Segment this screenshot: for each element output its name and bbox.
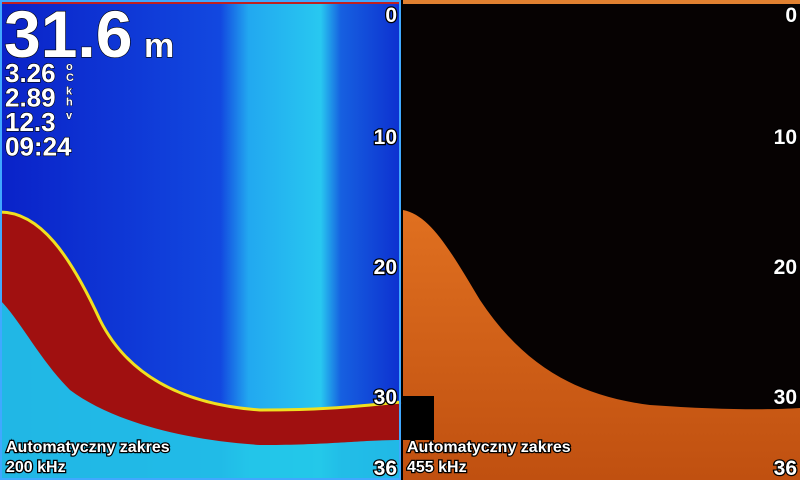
range-mode: Automatyczny zakres [6, 439, 170, 456]
readout-unit: C [66, 72, 74, 84]
left-panel [0, 0, 402, 480]
right-panel [403, 0, 800, 480]
readout-value: 3.26 [5, 58, 56, 88]
depth-scales: 0 10 20 30 36 0 10 20 30 36 [372, 3, 798, 480]
frequency: 200 kHz [6, 459, 66, 476]
depth-tick-label: 30 [374, 386, 397, 409]
depth-tick-label: 36 [374, 457, 397, 480]
surface-line [403, 0, 800, 4]
range-mode: Automatyczny zakres [407, 439, 571, 456]
depth-tick-label: 30 [774, 386, 797, 409]
readout-value: 2.89 [5, 83, 56, 113]
depth-tick-label: 10 [774, 126, 797, 149]
depth-tick-label: 10 [374, 126, 397, 149]
depth-tick-label: 0 [385, 4, 397, 27]
readout-unit: h [66, 97, 73, 109]
readout-value: 09:24 [5, 132, 72, 162]
depth-tick-label: 20 [774, 256, 797, 279]
readout-unit: k [66, 86, 73, 98]
depth-value: 31.6 [4, 0, 132, 71]
bottom-edge [0, 210, 402, 412]
depth-tick-label: 36 [774, 457, 797, 480]
bottom-echo [403, 210, 800, 480]
readout-unit: o [66, 61, 73, 73]
depth-tick-label: 20 [374, 256, 397, 279]
readout-value: 12.3 [5, 107, 56, 137]
bottom-echo [0, 212, 401, 445]
depth-unit: m [144, 27, 174, 65]
bottom-block [403, 396, 434, 440]
readout-unit: v [66, 110, 73, 122]
active-border [0, 0, 401, 480]
depth-tick-label: 0 [785, 4, 797, 27]
readout-rows: 3.26 oC 2.89 kh 12.3 v 09:24 [4, 57, 74, 162]
bottom-spread [0, 215, 401, 480]
frequency: 455 kHz [407, 459, 467, 476]
